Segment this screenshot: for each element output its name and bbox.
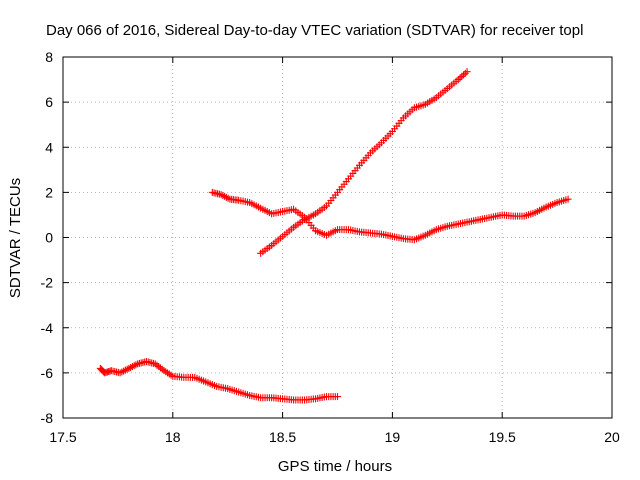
data-point — [121, 366, 129, 374]
x-tick-label: 17.5 — [49, 429, 76, 445]
data-markers — [96, 68, 572, 404]
data-point — [155, 363, 163, 371]
data-point — [224, 194, 232, 202]
series-3 — [257, 68, 471, 257]
data-point — [454, 76, 462, 84]
data-point — [116, 369, 124, 377]
x-tick-label: 18.5 — [269, 429, 296, 445]
data-point — [463, 68, 471, 76]
series-1 — [96, 358, 341, 404]
data-point — [162, 368, 170, 376]
data-point — [123, 365, 131, 373]
data-point — [460, 71, 468, 79]
data-point — [130, 362, 138, 370]
y-axis-label: SDTVAR / TECUs — [7, 178, 24, 298]
x-tick-label: 18 — [165, 429, 181, 445]
data-point — [222, 193, 230, 201]
x-axis-label: GPS time / hours — [278, 458, 392, 475]
y-tick-label: -4 — [41, 320, 54, 336]
y-tick-label: 2 — [45, 184, 53, 200]
grid — [63, 57, 612, 418]
data-point — [167, 371, 175, 379]
data-point — [118, 368, 126, 376]
data-point — [219, 192, 227, 200]
y-tick-label: 6 — [45, 94, 53, 110]
data-point — [157, 364, 165, 372]
y-tick-label: -2 — [41, 275, 54, 291]
data-point — [164, 369, 172, 377]
data-point — [564, 195, 572, 203]
y-tick-label: 0 — [45, 230, 53, 246]
data-point — [128, 363, 136, 371]
series-2 — [208, 188, 572, 244]
data-point — [217, 191, 225, 199]
data-point — [165, 370, 173, 378]
x-tick-label: 20 — [604, 429, 620, 445]
data-point — [461, 69, 469, 77]
y-tick-label: 4 — [45, 139, 53, 155]
data-point — [127, 363, 135, 371]
data-point — [153, 361, 161, 369]
x-tick-label: 19.5 — [489, 429, 516, 445]
data-point — [221, 192, 229, 200]
data-point — [151, 360, 159, 368]
data-point — [334, 393, 341, 401]
data-point — [160, 367, 168, 375]
y-tick-label: -8 — [41, 410, 54, 426]
data-point — [158, 365, 166, 373]
data-point — [125, 364, 133, 372]
y-tick-label: -6 — [41, 365, 54, 381]
data-point — [458, 72, 466, 80]
tick-labels: 17.5 18 18.5 19 19.5 20 -8 -6 -4 -2 0 2 4 6 8 — [41, 49, 620, 445]
data-point — [132, 361, 140, 369]
data-point — [456, 74, 464, 82]
x-tick-label: 19 — [385, 429, 401, 445]
plot-frame — [62, 56, 613, 419]
data-point — [120, 367, 128, 375]
chart-title: Day 066 of 2016, Sidereal Day-to-day VTE… — [46, 22, 583, 39]
y-tick-label: 8 — [45, 49, 53, 65]
